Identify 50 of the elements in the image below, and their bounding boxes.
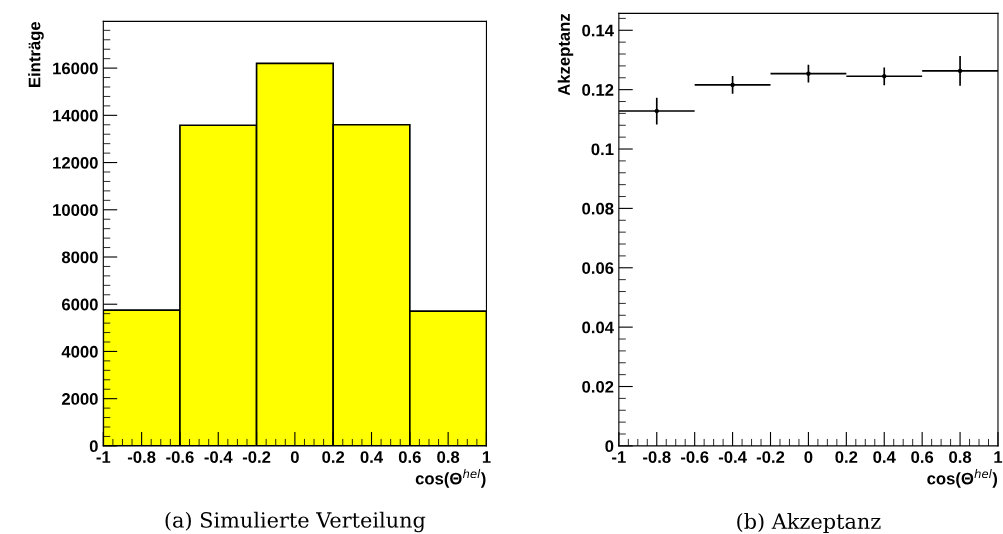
y-tick-label: 0.1 (591, 143, 614, 156)
y-tick-label: 0 (605, 440, 614, 453)
y-tick-label: 0 (89, 440, 98, 453)
y-tick-label: 14000 (53, 109, 98, 122)
x-tick-label: -0.4 (718, 451, 747, 463)
text: (a) Simulierte Verteilung (165, 511, 426, 533)
x-axis-title: cos(Θ$^{hel}$) (415, 469, 486, 488)
y-axis-title: Akzeptanz (557, 13, 574, 96)
y-tick-label: 0.04 (582, 321, 614, 334)
y-tick-label: 8000 (61, 251, 98, 264)
y-tick-label: 0.14 (582, 24, 614, 37)
x-tick-label: 0 (290, 451, 299, 463)
x-tick-label: 1 (994, 451, 1003, 463)
y-tick-label: 6000 (61, 298, 98, 311)
point (806, 71, 811, 76)
x-tick-label: 0.4 (873, 451, 896, 463)
x-tick-label: -0.6 (680, 451, 709, 463)
text: (b) Akzeptanz (737, 512, 881, 534)
y-tick-label: 16000 (53, 62, 98, 75)
point (654, 108, 659, 114)
y-tick-label: 0.02 (582, 380, 614, 393)
point (730, 82, 735, 88)
point (882, 74, 887, 79)
point (957, 68, 963, 74)
x-tick-label: -0.8 (643, 451, 671, 463)
x-tick-label: 0.4 (360, 451, 384, 463)
x-tick-label: 0.6 (398, 451, 421, 463)
x-tick-label: 1 (482, 451, 491, 463)
y-tick-label: 0.06 (582, 262, 614, 274)
x-tick-label: -0.2 (756, 451, 785, 463)
x-tick-label: -0.4 (204, 451, 233, 463)
y-axis-title: Einträge (28, 21, 44, 87)
x-tick-label: -0.2 (242, 451, 271, 463)
x-tick-label: 0.2 (835, 451, 858, 463)
y-tick-label: 2000 (61, 393, 98, 405)
y-tick-label: 10000 (53, 204, 98, 216)
x-tick-label: 0.2 (322, 451, 345, 463)
x-tick-label: 0.8 (949, 451, 972, 463)
x-tick-label: -0.6 (166, 451, 194, 463)
y-tick-label: 0.08 (582, 202, 614, 215)
x-axis-title: cos(Θ$^{hel}$) (927, 469, 998, 488)
x-tick-label: 0.8 (437, 451, 460, 463)
y-tick-label: 4000 (61, 345, 98, 358)
x-tick-label: 0.6 (911, 451, 934, 463)
x-tick-label: -1 (612, 451, 626, 463)
y-tick-label: 0.12 (582, 84, 614, 96)
x-tick-label: -0.8 (127, 451, 156, 463)
x-tick-label: -1 (96, 451, 111, 463)
y-tick-label: 12000 (53, 156, 98, 169)
x-tick-label: 0 (804, 451, 813, 463)
